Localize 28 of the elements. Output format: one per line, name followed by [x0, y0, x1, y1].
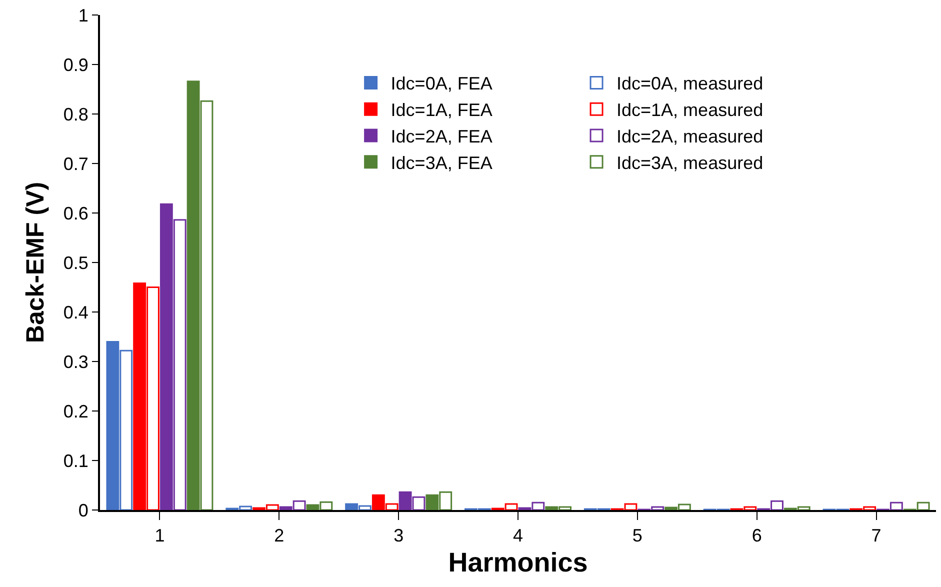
y-tick-label: 0.7 — [63, 154, 88, 174]
y-tick-label: 0 — [78, 500, 88, 520]
legend-label: Idc=0A, measured — [616, 74, 764, 94]
x-tick-label: 7 — [871, 526, 882, 546]
y-tick-label: 0.5 — [63, 252, 88, 273]
x-tick-label: 4 — [512, 526, 524, 546]
x-tick-label: 3 — [394, 526, 404, 546]
legend-label: Idc=1A, FEA — [390, 100, 492, 120]
y-tick-label: 0.8 — [63, 104, 88, 124]
x-tick-label: 6 — [752, 526, 762, 546]
legend-label: Idc=2A, FEA — [390, 126, 492, 147]
y-tick-label: 0.3 — [63, 352, 88, 372]
y-axis-title: Back-EMF (V) — [22, 182, 50, 344]
y-tick-label: 0.9 — [63, 54, 88, 75]
y-tick-label: 1 — [78, 5, 88, 26]
y-tick-label: 0.2 — [63, 401, 88, 422]
x-axis-title: Harmonics — [448, 548, 588, 578]
legend-label: Idc=3A, FEA — [390, 152, 492, 173]
legend-label: Idc=2A, measured — [616, 126, 764, 147]
legend-label: Idc=3A, measured — [616, 152, 764, 173]
legend-label: Idc=1A, measured — [616, 100, 764, 120]
y-tick-label: 0.4 — [63, 302, 88, 322]
x-tick-label: 1 — [154, 526, 165, 546]
x-tick-label: 2 — [274, 526, 284, 546]
y-tick-label: 0.1 — [63, 450, 88, 471]
legend-label: Idc=0A, FEA — [390, 74, 492, 94]
y-tick-label: 0.6 — [63, 203, 88, 224]
x-tick-label: 5 — [632, 526, 642, 546]
